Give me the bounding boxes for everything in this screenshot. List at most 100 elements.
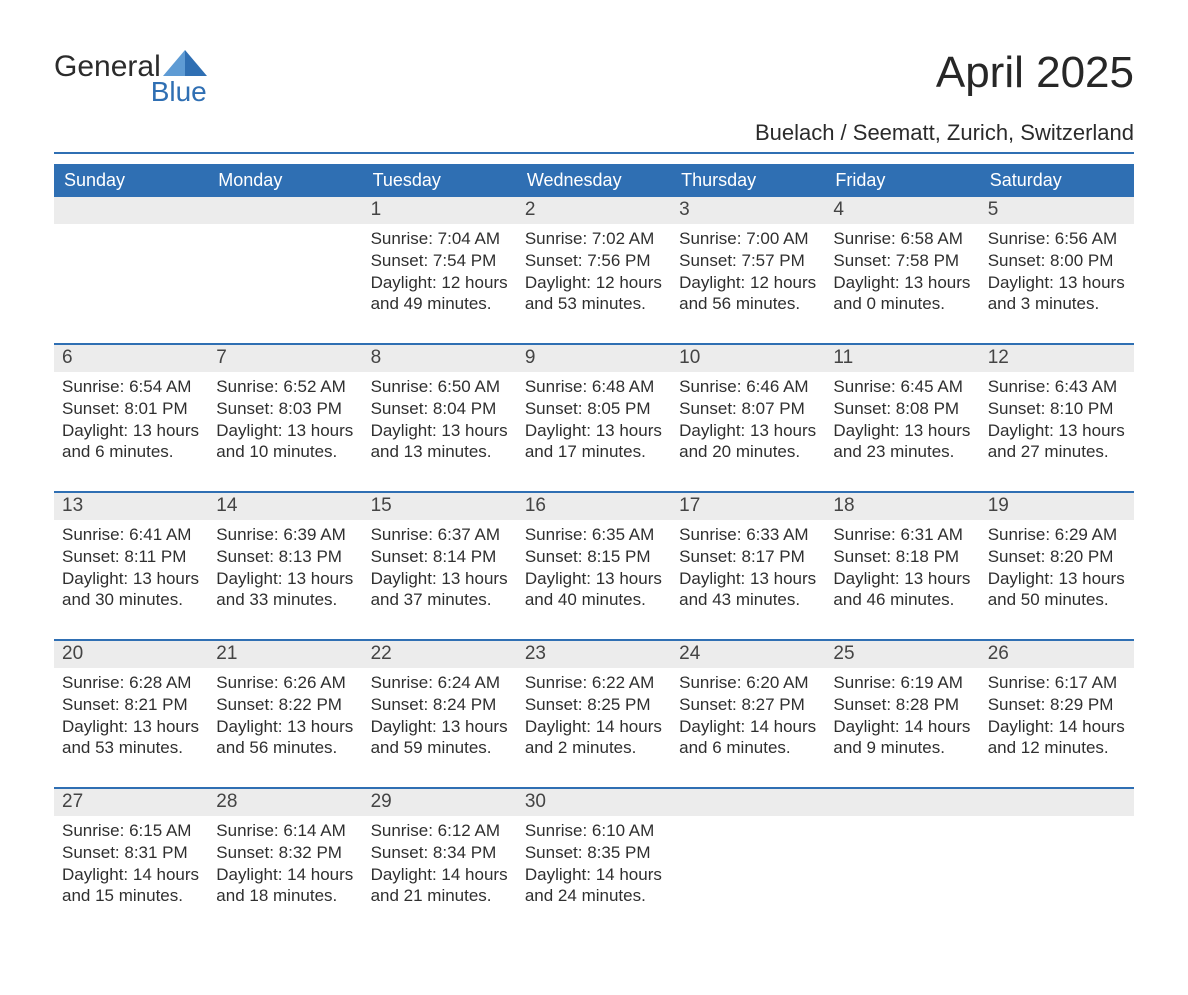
day-cell: Sunrise: 6:43 AMSunset: 8:10 PMDaylight:… xyxy=(980,372,1134,491)
day-cell: Sunrise: 6:24 AMSunset: 8:24 PMDaylight:… xyxy=(363,668,517,787)
sunset-text: Sunset: 8:10 PM xyxy=(988,398,1126,420)
week-daynum-strip: 20212223242526 xyxy=(54,639,1134,668)
day-number: 4 xyxy=(825,197,979,224)
daylight-text: Daylight: 13 hours and 46 minutes. xyxy=(833,568,971,612)
day-cell: Sunrise: 6:50 AMSunset: 8:04 PMDaylight:… xyxy=(363,372,517,491)
day-cell: Sunrise: 6:35 AMSunset: 8:15 PMDaylight:… xyxy=(517,520,671,639)
sunrise-text: Sunrise: 6:10 AM xyxy=(525,820,663,842)
sunset-text: Sunset: 7:57 PM xyxy=(679,250,817,272)
day-cell: Sunrise: 6:52 AMSunset: 8:03 PMDaylight:… xyxy=(208,372,362,491)
sunset-text: Sunset: 8:35 PM xyxy=(525,842,663,864)
weeks-container: 12345Sunrise: 7:04 AMSunset: 7:54 PMDayl… xyxy=(54,197,1134,935)
week-daynum-strip: 13141516171819 xyxy=(54,491,1134,520)
weekday-header: Saturday xyxy=(980,164,1134,197)
day-cell: Sunrise: 6:48 AMSunset: 8:05 PMDaylight:… xyxy=(517,372,671,491)
sunrise-text: Sunrise: 6:28 AM xyxy=(62,672,200,694)
sunset-text: Sunset: 8:25 PM xyxy=(525,694,663,716)
daylight-text: Daylight: 13 hours and 17 minutes. xyxy=(525,420,663,464)
daylight-text: Daylight: 13 hours and 10 minutes. xyxy=(216,420,354,464)
sunrise-text: Sunrise: 6:52 AM xyxy=(216,376,354,398)
sunrise-text: Sunrise: 7:02 AM xyxy=(525,228,663,250)
sunrise-text: Sunrise: 6:48 AM xyxy=(525,376,663,398)
daylight-text: Daylight: 13 hours and 53 minutes. xyxy=(62,716,200,760)
day-cell xyxy=(54,224,208,334)
day-number: 25 xyxy=(825,641,979,668)
day-cell: Sunrise: 6:15 AMSunset: 8:31 PMDaylight:… xyxy=(54,816,208,935)
daylight-text: Daylight: 12 hours and 53 minutes. xyxy=(525,272,663,316)
sunrise-text: Sunrise: 6:46 AM xyxy=(679,376,817,398)
daylight-text: Daylight: 13 hours and 40 minutes. xyxy=(525,568,663,612)
week-body-row: Sunrise: 6:15 AMSunset: 8:31 PMDaylight:… xyxy=(54,816,1134,935)
day-cell: Sunrise: 6:26 AMSunset: 8:22 PMDaylight:… xyxy=(208,668,362,787)
sunset-text: Sunset: 8:29 PM xyxy=(988,694,1126,716)
weekday-header: Thursday xyxy=(671,164,825,197)
sunrise-text: Sunrise: 6:41 AM xyxy=(62,524,200,546)
sunset-text: Sunset: 8:07 PM xyxy=(679,398,817,420)
sunrise-text: Sunrise: 6:22 AM xyxy=(525,672,663,694)
sunrise-text: Sunrise: 6:39 AM xyxy=(216,524,354,546)
sunrise-text: Sunrise: 6:31 AM xyxy=(833,524,971,546)
day-cell: Sunrise: 7:00 AMSunset: 7:57 PMDaylight:… xyxy=(671,224,825,343)
week-body-row: Sunrise: 6:28 AMSunset: 8:21 PMDaylight:… xyxy=(54,668,1134,787)
day-cell: Sunrise: 6:22 AMSunset: 8:25 PMDaylight:… xyxy=(517,668,671,787)
day-cell: Sunrise: 6:20 AMSunset: 8:27 PMDaylight:… xyxy=(671,668,825,787)
day-number: 15 xyxy=(363,493,517,520)
sunrise-text: Sunrise: 6:29 AM xyxy=(988,524,1126,546)
day-cell: Sunrise: 6:12 AMSunset: 8:34 PMDaylight:… xyxy=(363,816,517,935)
daylight-text: Daylight: 14 hours and 12 minutes. xyxy=(988,716,1126,760)
day-number: 6 xyxy=(54,345,208,372)
header-row: General Blue April 2025 xyxy=(54,50,1134,106)
day-cell: Sunrise: 6:33 AMSunset: 8:17 PMDaylight:… xyxy=(671,520,825,639)
daylight-text: Daylight: 13 hours and 33 minutes. xyxy=(216,568,354,612)
sunset-text: Sunset: 8:27 PM xyxy=(679,694,817,716)
sunset-text: Sunset: 8:31 PM xyxy=(62,842,200,864)
daylight-text: Daylight: 13 hours and 0 minutes. xyxy=(833,272,971,316)
day-cell: Sunrise: 6:17 AMSunset: 8:29 PMDaylight:… xyxy=(980,668,1134,787)
day-number: 27 xyxy=(54,789,208,816)
day-number: 2 xyxy=(517,197,671,224)
sunset-text: Sunset: 8:11 PM xyxy=(62,546,200,568)
week-daynum-strip: 12345 xyxy=(54,197,1134,224)
day-number: 26 xyxy=(980,641,1134,668)
daylight-text: Daylight: 13 hours and 20 minutes. xyxy=(679,420,817,464)
page-title: April 2025 xyxy=(936,50,1134,96)
sunset-text: Sunset: 8:20 PM xyxy=(988,546,1126,568)
sunrise-text: Sunrise: 6:50 AM xyxy=(371,376,509,398)
day-number: 10 xyxy=(671,345,825,372)
day-cell xyxy=(980,816,1134,926)
sunrise-text: Sunrise: 6:33 AM xyxy=(679,524,817,546)
weekday-header: Wednesday xyxy=(517,164,671,197)
day-number: 5 xyxy=(980,197,1134,224)
day-number: 19 xyxy=(980,493,1134,520)
day-number: 17 xyxy=(671,493,825,520)
sunrise-text: Sunrise: 6:20 AM xyxy=(679,672,817,694)
day-cell: Sunrise: 6:29 AMSunset: 8:20 PMDaylight:… xyxy=(980,520,1134,639)
day-number: 13 xyxy=(54,493,208,520)
sunset-text: Sunset: 8:22 PM xyxy=(216,694,354,716)
day-cell: Sunrise: 6:58 AMSunset: 7:58 PMDaylight:… xyxy=(825,224,979,343)
daylight-text: Daylight: 14 hours and 9 minutes. xyxy=(833,716,971,760)
daylight-text: Daylight: 13 hours and 37 minutes. xyxy=(371,568,509,612)
daylight-text: Daylight: 13 hours and 6 minutes. xyxy=(62,420,200,464)
sunrise-text: Sunrise: 6:35 AM xyxy=(525,524,663,546)
day-cell: Sunrise: 6:19 AMSunset: 8:28 PMDaylight:… xyxy=(825,668,979,787)
week-body-row: Sunrise: 6:41 AMSunset: 8:11 PMDaylight:… xyxy=(54,520,1134,639)
daylight-text: Daylight: 13 hours and 59 minutes. xyxy=(371,716,509,760)
daylight-text: Daylight: 13 hours and 13 minutes. xyxy=(371,420,509,464)
day-number: 11 xyxy=(825,345,979,372)
sunset-text: Sunset: 8:13 PM xyxy=(216,546,354,568)
sunset-text: Sunset: 8:28 PM xyxy=(833,694,971,716)
day-number: 16 xyxy=(517,493,671,520)
day-number: 24 xyxy=(671,641,825,668)
day-number: 3 xyxy=(671,197,825,224)
day-cell: Sunrise: 6:14 AMSunset: 8:32 PMDaylight:… xyxy=(208,816,362,935)
daylight-text: Daylight: 13 hours and 30 minutes. xyxy=(62,568,200,612)
day-cell: Sunrise: 6:56 AMSunset: 8:00 PMDaylight:… xyxy=(980,224,1134,343)
weekday-header: Friday xyxy=(825,164,979,197)
day-number: 18 xyxy=(825,493,979,520)
sunset-text: Sunset: 8:24 PM xyxy=(371,694,509,716)
day-cell xyxy=(208,224,362,334)
sunset-text: Sunset: 8:21 PM xyxy=(62,694,200,716)
sunset-text: Sunset: 8:04 PM xyxy=(371,398,509,420)
sunrise-text: Sunrise: 6:19 AM xyxy=(833,672,971,694)
